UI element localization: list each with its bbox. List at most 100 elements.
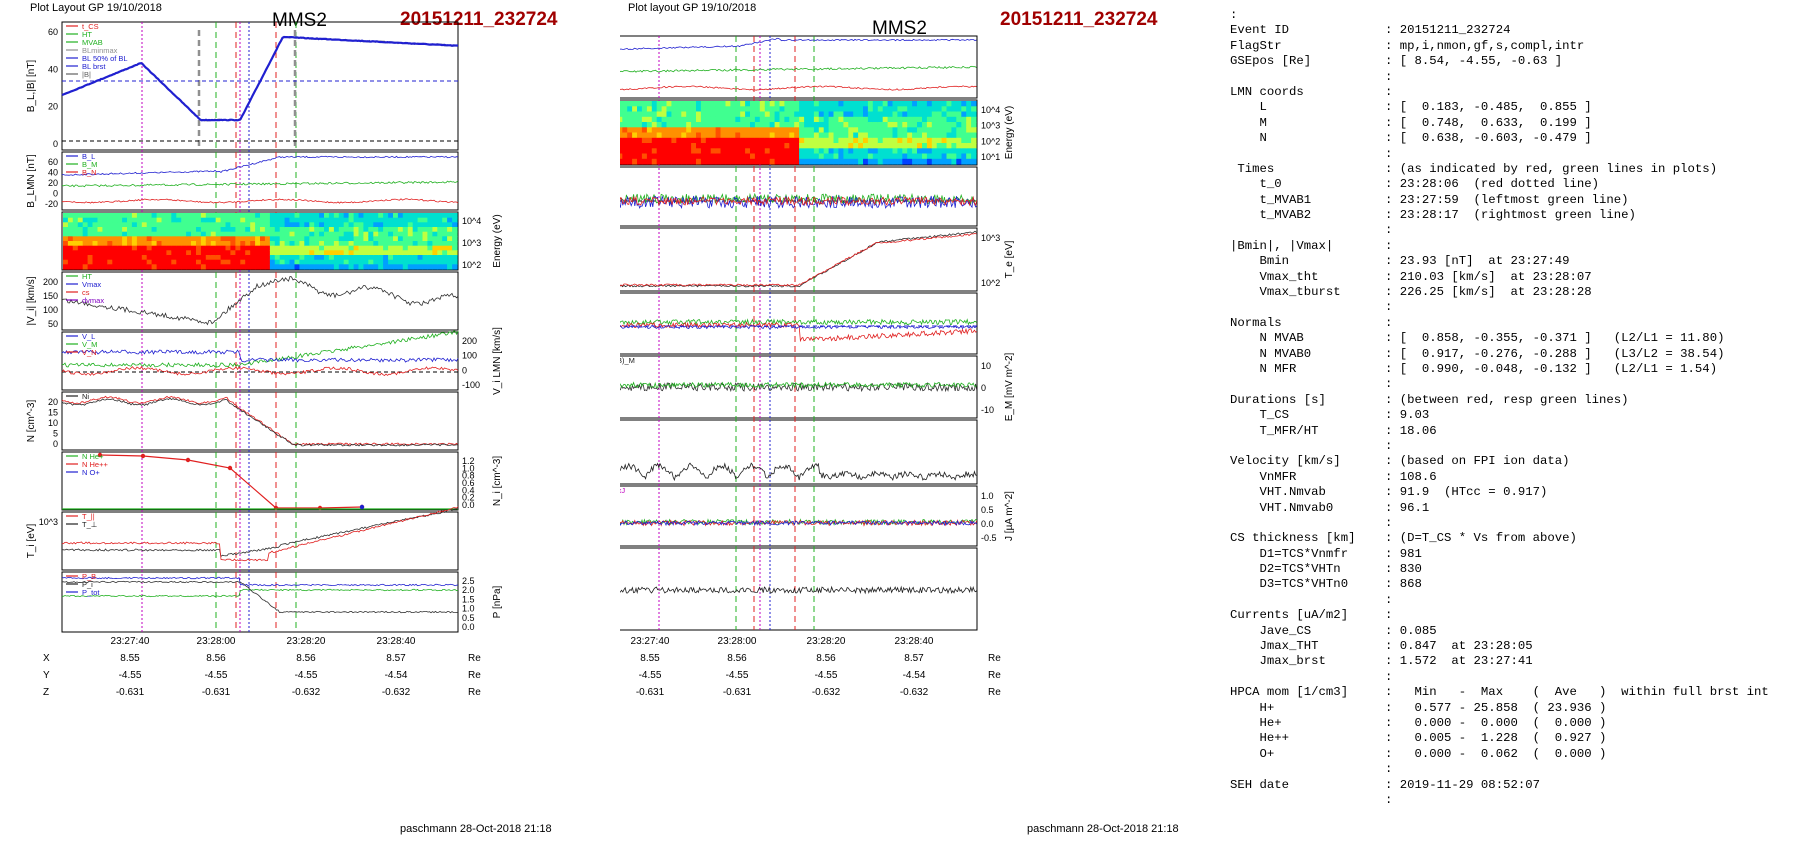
spectrogram-cell — [373, 222, 379, 228]
spectrogram-cell — [127, 227, 133, 233]
spectrogram-cell — [87, 245, 94, 251]
spectrogram-cell — [769, 143, 776, 149]
spectrogram-cell — [205, 255, 212, 261]
spectrogram-cell — [388, 259, 394, 265]
spectrogram-cell — [304, 241, 310, 247]
legend-label: BLminmax — [82, 46, 118, 55]
spectrogram-cell — [784, 148, 790, 155]
spectrogram-cell — [407, 255, 414, 261]
spectrogram-cell — [452, 250, 458, 256]
spectrogram-cell — [343, 217, 350, 223]
spectrogram-cell — [853, 158, 859, 165]
spectrogram-cell — [368, 250, 374, 256]
spectrogram-cell — [181, 217, 187, 223]
spectrogram-cell — [632, 143, 638, 149]
spectrogram-cell — [882, 137, 889, 144]
pos-value: 8.57 — [904, 653, 924, 664]
spectrogram-cell — [902, 116, 908, 123]
spectrogram-cell — [284, 236, 291, 242]
spectrogram-cell — [641, 158, 648, 165]
spectrogram-cell — [176, 264, 182, 270]
spectrogram-cell — [740, 101, 746, 107]
spectrogram-cell — [804, 106, 810, 113]
spectrogram-cell — [348, 241, 355, 247]
spectrogram-cell — [343, 236, 350, 242]
spectrogram-cell — [882, 143, 889, 149]
spectrogram-cell — [225, 241, 231, 247]
spectrogram-cell — [402, 250, 409, 256]
spectrogram-cell — [926, 132, 933, 139]
spectrogram-cell — [245, 245, 251, 251]
spectrogram-cell — [225, 222, 231, 228]
summary-lead: : — [1230, 8, 1238, 22]
y-tick-label: 0 — [53, 139, 58, 149]
summary-key: SEH date — [1230, 777, 1290, 792]
spectrogram-cell — [102, 241, 108, 247]
spectrogram-cell — [681, 111, 687, 118]
spectrogram-cell — [304, 259, 310, 265]
spectrogram-cell — [745, 116, 751, 123]
spectrogram-cell — [368, 213, 374, 219]
spectrogram-cell — [324, 250, 330, 256]
r-tick-label: 2.5 — [462, 576, 475, 586]
spectrogram-cell — [72, 245, 79, 251]
spectrogram-cell — [87, 250, 94, 256]
spectrogram-cell — [966, 158, 972, 165]
spectrogram-cell — [686, 101, 692, 107]
spectrogram-cell — [882, 106, 889, 113]
spectrogram-cell — [319, 217, 325, 223]
spectrogram-cell — [255, 213, 261, 219]
spectrogram-cell — [447, 213, 453, 219]
r-tick-label: -0.5 — [981, 533, 997, 543]
spectrogram-cell — [764, 158, 771, 165]
spectrogram-cell — [230, 213, 236, 219]
spectrogram-cell — [858, 132, 864, 139]
spectrogram-cell — [789, 106, 795, 113]
spectrogram-cell — [87, 241, 94, 247]
spectrogram-cell — [397, 241, 404, 247]
spectrogram-cell — [378, 255, 384, 261]
spectrogram-cell — [245, 236, 251, 242]
spectrogram-cell — [863, 137, 869, 144]
summary-row: |Bmin|, |Vmax|: — [1230, 239, 1790, 254]
spectrogram-cell — [710, 143, 717, 149]
spectrogram-cell — [926, 158, 933, 165]
spectrogram-cell — [696, 122, 702, 128]
spectrogram-cell — [754, 116, 761, 123]
spectrogram-cell — [67, 259, 74, 265]
spectrogram-cell — [141, 222, 148, 228]
spectrogram-cell — [299, 213, 305, 219]
spectrogram-cell — [127, 222, 133, 228]
spectrogram-cell — [858, 137, 864, 144]
summary-row: H+: 0.577 - 25.858 ( 23.936 ) — [1230, 701, 1790, 716]
spectrogram-cell — [274, 259, 281, 265]
spectrogram-cell — [769, 106, 776, 113]
r-tick-label: 200 — [462, 336, 477, 346]
spectrogram-cell — [289, 245, 295, 251]
spectrogram-cell — [622, 137, 628, 144]
spectrogram-cell — [720, 153, 726, 160]
spectrogram-cell — [799, 101, 805, 107]
spectrogram-cell — [848, 116, 854, 123]
spectrogram-cell — [72, 217, 79, 223]
spectrogram-cell — [799, 158, 805, 165]
spectrogram-cell — [166, 217, 172, 223]
spectrogram-cell — [452, 245, 458, 251]
spectrogram-cell — [141, 241, 148, 247]
spectrogram-cell — [107, 227, 113, 233]
spectrogram-cell — [750, 122, 756, 128]
spectrogram-cell — [122, 231, 128, 237]
spectrogram-cell — [917, 122, 923, 128]
spectrogram-cell — [877, 143, 884, 149]
spectrogram-cell — [917, 106, 923, 113]
spectrogram-cell — [186, 222, 192, 228]
spectrogram-cell — [681, 122, 687, 128]
spectrogram-cell — [789, 153, 795, 160]
spectrogram-cell — [191, 264, 197, 270]
pos-row-label: Z — [43, 687, 49, 698]
spectrogram-cell — [838, 106, 844, 113]
spectrogram-cell — [200, 217, 207, 223]
spectrogram-cell — [230, 245, 236, 251]
spectrogram-cell — [671, 143, 677, 149]
spectrogram-cell — [877, 106, 884, 113]
